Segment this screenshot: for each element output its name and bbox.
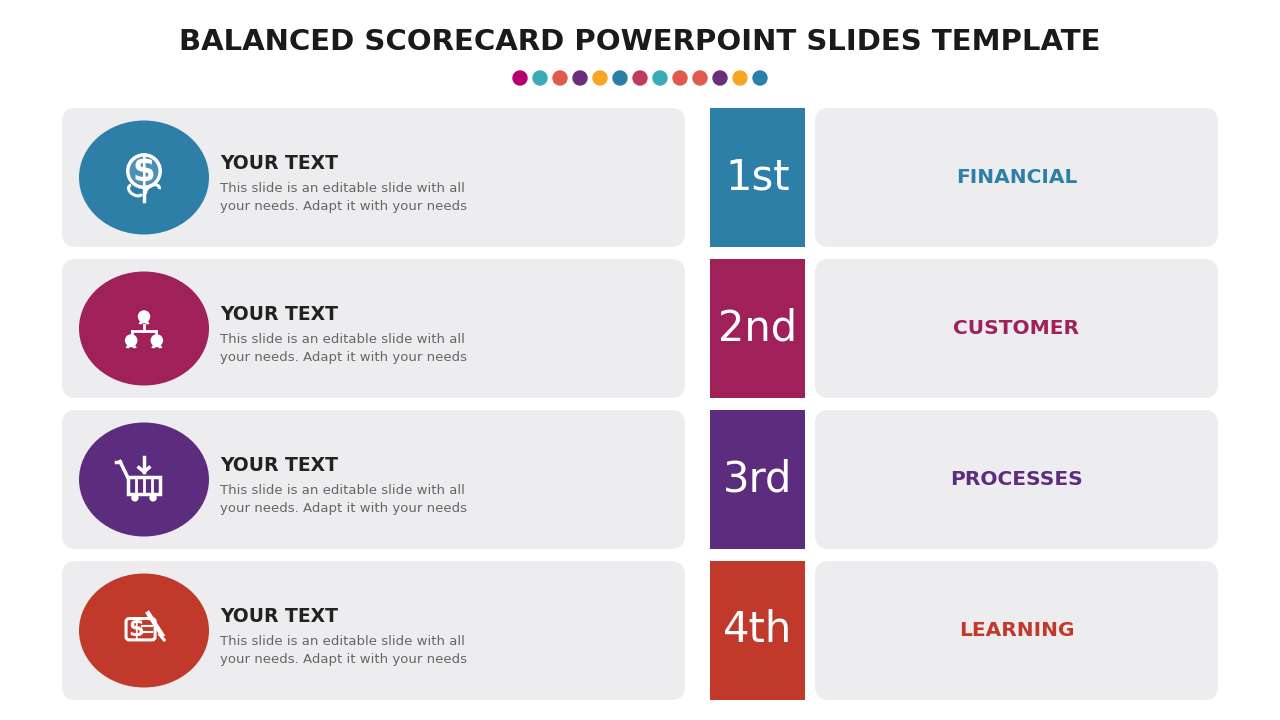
Text: PROCESSES: PROCESSES: [950, 470, 1083, 489]
Text: 3rd: 3rd: [723, 459, 792, 500]
Point: [136, 467, 152, 476]
FancyBboxPatch shape: [710, 259, 805, 398]
FancyBboxPatch shape: [710, 561, 805, 700]
Point: [120, 473, 136, 482]
Line: 2 pts: 2 pts: [160, 635, 164, 640]
Ellipse shape: [79, 120, 209, 235]
Point: [128, 490, 143, 498]
Circle shape: [713, 71, 727, 85]
Text: This slide is an editable slide with all
your needs. Adapt it with your needs: This slide is an editable slide with all…: [220, 484, 467, 516]
Point: [134, 621, 150, 630]
Point: [124, 326, 140, 335]
Text: LEARNING: LEARNING: [959, 621, 1074, 640]
Point: [113, 457, 128, 466]
FancyBboxPatch shape: [61, 410, 685, 549]
FancyBboxPatch shape: [710, 410, 805, 549]
Circle shape: [593, 71, 607, 85]
Text: $: $: [133, 155, 155, 188]
Point: [108, 457, 123, 466]
Point: [145, 473, 160, 482]
Circle shape: [573, 71, 588, 85]
Point: [136, 473, 152, 482]
Text: FINANCIAL: FINANCIAL: [956, 168, 1078, 187]
Line: 2 pts: 2 pts: [120, 462, 128, 477]
Circle shape: [532, 71, 547, 85]
FancyBboxPatch shape: [61, 259, 685, 398]
Point: [124, 330, 140, 338]
Text: $: $: [128, 618, 145, 641]
Point: [148, 330, 164, 338]
Text: This slide is an editable slide with all
your needs. Adapt it with your needs: This slide is an editable slide with all…: [220, 635, 467, 666]
Text: BALANCED SCORECARD POWERPOINT SLIDES TEMPLATE: BALANCED SCORECARD POWERPOINT SLIDES TEM…: [179, 28, 1101, 56]
Point: [145, 628, 160, 636]
FancyBboxPatch shape: [815, 259, 1219, 398]
Point: [141, 609, 156, 618]
Text: CUSTOMER: CUSTOMER: [954, 319, 1079, 338]
Circle shape: [132, 495, 138, 501]
Ellipse shape: [79, 423, 209, 536]
Circle shape: [125, 335, 137, 346]
Point: [145, 621, 160, 630]
Text: 4th: 4th: [723, 610, 792, 652]
Text: This slide is an editable slide with all
your needs. Adapt it with your needs: This slide is an editable slide with all…: [220, 333, 467, 364]
Point: [152, 631, 168, 639]
FancyBboxPatch shape: [815, 410, 1219, 549]
FancyBboxPatch shape: [710, 108, 805, 247]
FancyBboxPatch shape: [815, 108, 1219, 247]
Point: [136, 467, 152, 476]
Text: YOUR TEXT: YOUR TEXT: [220, 456, 338, 475]
Circle shape: [613, 71, 627, 85]
Text: YOUR TEXT: YOUR TEXT: [220, 305, 338, 324]
Point: [113, 457, 128, 466]
FancyBboxPatch shape: [815, 561, 1219, 700]
Point: [148, 326, 164, 335]
Point: [148, 326, 164, 335]
Text: YOUR TEXT: YOUR TEXT: [220, 154, 338, 173]
Circle shape: [653, 71, 667, 85]
Ellipse shape: [79, 574, 209, 688]
Point: [136, 320, 152, 329]
Circle shape: [128, 155, 160, 187]
Text: 1st: 1st: [726, 156, 790, 199]
Point: [145, 490, 160, 498]
Point: [128, 473, 143, 482]
Line: 2 pts: 2 pts: [138, 467, 143, 472]
Point: [131, 463, 146, 472]
Point: [155, 631, 170, 639]
Point: [136, 326, 152, 335]
Line: 2 pts: 2 pts: [143, 467, 150, 472]
Circle shape: [553, 71, 567, 85]
Text: YOUR TEXT: YOUR TEXT: [220, 607, 338, 626]
Text: 2nd: 2nd: [718, 307, 797, 349]
Point: [136, 183, 152, 192]
Circle shape: [151, 335, 163, 346]
Point: [136, 197, 152, 205]
Point: [156, 636, 172, 644]
Circle shape: [150, 495, 156, 501]
Point: [136, 490, 152, 498]
Circle shape: [138, 311, 150, 322]
Point: [136, 467, 152, 476]
Circle shape: [733, 71, 748, 85]
Point: [134, 628, 150, 636]
Circle shape: [673, 71, 687, 85]
FancyBboxPatch shape: [61, 561, 685, 700]
Point: [136, 453, 152, 462]
Text: This slide is an editable slide with all
your needs. Adapt it with your needs: This slide is an editable slide with all…: [220, 181, 467, 213]
Point: [124, 326, 140, 335]
Line: 2 pts: 2 pts: [148, 613, 163, 635]
FancyBboxPatch shape: [61, 108, 685, 247]
Circle shape: [753, 71, 767, 85]
Point: [142, 463, 157, 472]
Circle shape: [692, 71, 707, 85]
Ellipse shape: [79, 271, 209, 385]
Circle shape: [513, 71, 527, 85]
Circle shape: [634, 71, 646, 85]
